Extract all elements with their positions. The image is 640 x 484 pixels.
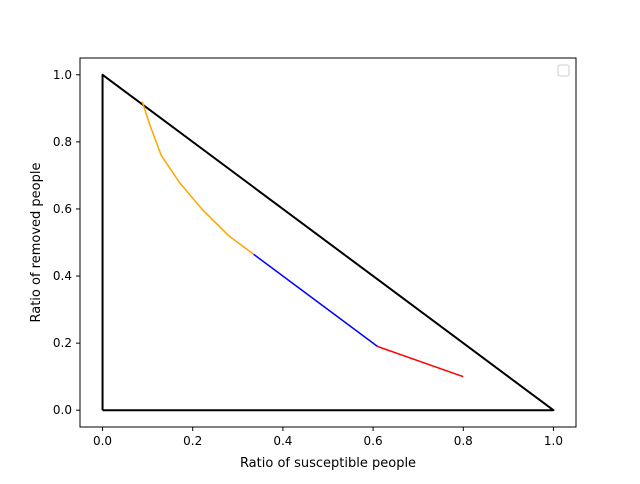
- x-tick-label: 1.0: [544, 434, 563, 448]
- x-tick-label: 0.2: [183, 434, 202, 448]
- series-line-1: [377, 345, 464, 378]
- x-tick-label: 0.6: [364, 434, 383, 448]
- series-line-0: [101, 73, 555, 412]
- series-line-2: [253, 253, 379, 348]
- x-axis-ticks: 0.0 0.2 0.4 0.6 0.8 1.0: [93, 427, 563, 448]
- x-tick-label: 0.8: [454, 434, 473, 448]
- y-axis-ticks: 0.0 0.2 0.4 0.6 0.8 1.0: [53, 68, 80, 417]
- y-tick-label: 0.0: [53, 403, 72, 417]
- y-tick-label: 1.0: [53, 68, 72, 82]
- x-axis-label: Ratio of susceptible people: [240, 456, 416, 471]
- y-tick-label: 0.8: [53, 135, 72, 149]
- x-tick-label: 0.4: [273, 434, 292, 448]
- series-line-3: [141, 101, 255, 255]
- legend-box: [557, 64, 570, 77]
- y-axis-label: Ratio of removed people: [29, 163, 44, 323]
- axes-frame: [79, 57, 577, 428]
- y-tick-label: 0.2: [53, 336, 72, 350]
- y-tick-label: 0.6: [53, 202, 72, 216]
- y-tick-label: 0.4: [53, 269, 72, 283]
- plot-lines: [101, 73, 555, 412]
- x-tick-label: 0.0: [93, 434, 112, 448]
